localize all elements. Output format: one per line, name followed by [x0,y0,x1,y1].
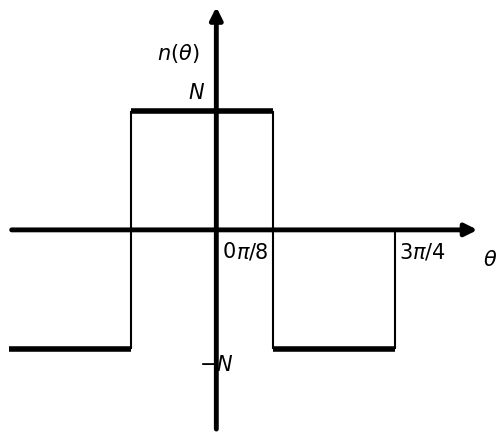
Text: $0$: $0$ [222,242,236,262]
Text: $N$: $N$ [188,83,205,103]
Text: $3\pi/4$: $3\pi/4$ [399,242,446,263]
Text: $\theta$: $\theta$ [483,250,497,270]
Text: $n(\theta)$: $n(\theta)$ [157,42,200,65]
Text: $-N$: $-N$ [200,354,234,375]
Text: $\pi/8$: $\pi/8$ [236,242,268,263]
